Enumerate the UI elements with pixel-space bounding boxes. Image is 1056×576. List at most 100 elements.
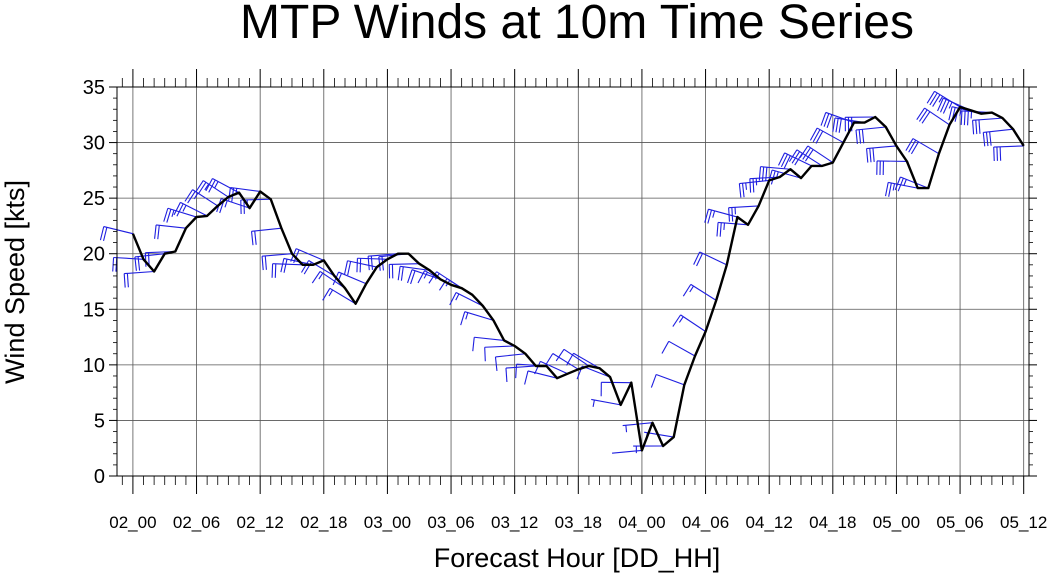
- barb-feather: [228, 187, 231, 202]
- barb-half-feather: [455, 293, 460, 301]
- barb-feather: [400, 266, 404, 281]
- barb-feather: [134, 256, 137, 271]
- barb-feather: [515, 364, 518, 379]
- barb-feather: [187, 191, 196, 204]
- barb-feather: [799, 145, 809, 158]
- x-tick-label: 02_18: [300, 513, 347, 532]
- barb-staff: [739, 179, 770, 185]
- wind-barb: [484, 345, 515, 362]
- barb-half-feather: [959, 108, 962, 116]
- wind-barb: [728, 205, 759, 222]
- barb-feather: [534, 361, 541, 375]
- barb-half-feather: [423, 271, 428, 279]
- barb-feather: [972, 120, 975, 135]
- barb-staff: [924, 107, 950, 126]
- barb-feather: [820, 112, 827, 126]
- barb-feather: [832, 117, 836, 132]
- barb-feather: [264, 255, 267, 270]
- barb-staff: [749, 176, 780, 180]
- barb-staff: [807, 145, 834, 164]
- wind-barb: [926, 90, 961, 108]
- barb-feather: [982, 132, 986, 147]
- barb-half-feather: [678, 316, 684, 323]
- barb-staff: [400, 265, 430, 271]
- y-tick-label: 30: [83, 133, 105, 155]
- barb-staff: [699, 251, 728, 266]
- barb-half-feather: [625, 425, 628, 433]
- x-axis-label: Forecast Hour [DD_HH]: [434, 543, 721, 573]
- barb-feather: [99, 226, 105, 241]
- wind-barb: [524, 370, 558, 385]
- barb-feather: [137, 256, 141, 271]
- wind-barb: [397, 265, 430, 281]
- barb-feather: [838, 118, 842, 133]
- barb-staff: [455, 291, 484, 307]
- barb-feather: [438, 278, 448, 291]
- barb-feather: [449, 292, 457, 306]
- wind-barb: [505, 365, 536, 383]
- barb-half-feather: [465, 312, 469, 320]
- wind-barb: [916, 107, 950, 126]
- barb-staff: [272, 263, 303, 266]
- barb-feather: [802, 147, 811, 160]
- barb-staff: [656, 373, 685, 386]
- barb-staff: [338, 271, 367, 285]
- barb-feather: [197, 182, 207, 195]
- barb-feather: [942, 100, 950, 114]
- wind-barb: [716, 221, 749, 237]
- barb-staff: [552, 353, 579, 370]
- barb-staff: [156, 224, 186, 229]
- barb-feather: [126, 273, 129, 288]
- wind-barb: [778, 152, 812, 169]
- barb-feather: [166, 209, 172, 223]
- barb-feather: [993, 147, 995, 162]
- wind-barb: [866, 145, 897, 163]
- barb-staff: [295, 248, 325, 261]
- barb-half-feather: [948, 101, 953, 109]
- barb-feather: [910, 141, 919, 155]
- wind-barb: [123, 270, 155, 288]
- wind-barb: [163, 207, 197, 223]
- barb-feather: [494, 356, 498, 371]
- wind-speed-line: [131, 105, 1025, 452]
- wind-barb: [993, 145, 1024, 162]
- barb-feather: [184, 189, 194, 202]
- wind-barb: [820, 111, 855, 128]
- barb-feather: [937, 97, 944, 112]
- barb-staff: [728, 205, 759, 209]
- barb-staff: [540, 360, 568, 375]
- y-tick-label: 0: [94, 466, 105, 488]
- barb-staff: [389, 263, 420, 265]
- barb-staff: [591, 398, 621, 406]
- barb-feather: [163, 208, 169, 222]
- barb-feather: [472, 337, 475, 352]
- barb-staff: [877, 160, 908, 163]
- barb-feather: [761, 166, 765, 181]
- barb-feather: [195, 180, 204, 193]
- wind-barb: [555, 348, 590, 367]
- x-tick-label: 04_18: [809, 513, 856, 532]
- barb-feather: [555, 348, 565, 362]
- barb-feather: [505, 367, 508, 383]
- barb-half-feather: [745, 182, 748, 190]
- barb-feather: [783, 155, 791, 169]
- wind-barb: [544, 353, 579, 370]
- barb-staff: [103, 225, 134, 235]
- barb-feather: [926, 91, 935, 104]
- barb-staff: [680, 314, 706, 332]
- barb-staff: [866, 145, 897, 150]
- barb-feather: [173, 202, 181, 216]
- barb-feather: [894, 176, 901, 191]
- wind-barb: [972, 117, 1003, 135]
- x-tick-label: 03_12: [491, 513, 538, 532]
- barb-feather: [939, 99, 947, 113]
- barb-feather: [905, 138, 914, 151]
- x-tick-label: 05_12: [1000, 513, 1047, 532]
- barb-feather: [274, 263, 277, 278]
- x-tick-label: 03_06: [427, 513, 474, 532]
- barb-staff: [825, 111, 855, 124]
- barb-staff: [993, 145, 1024, 148]
- y-tick-label: 10: [83, 355, 105, 377]
- wind-barb: [494, 353, 526, 371]
- wind-barb: [205, 178, 240, 194]
